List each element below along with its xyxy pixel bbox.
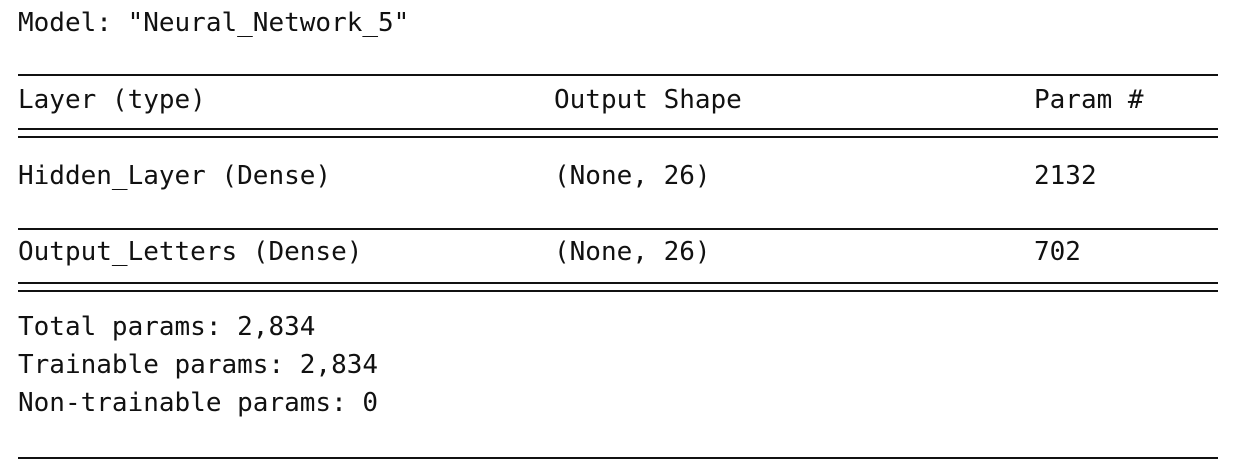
row-1-layer: Hidden_Layer (Dense) — [18, 161, 332, 191]
row-2-param-count: 702 — [1034, 237, 1081, 267]
model-summary: Model: "Neural_Network_5" Layer (type) O… — [18, 0, 1218, 476]
non-trainable-params: Non-trainable params: 0 — [18, 388, 379, 418]
row-2-output-shape: (None, 26) — [554, 237, 711, 267]
header-param-count: Param # — [1034, 85, 1144, 115]
row-2-layer: Output_Letters (Dense) — [18, 237, 363, 267]
header-layer-type: Layer (type) — [18, 85, 206, 115]
row-1-param-count: 2132 — [1034, 161, 1097, 191]
trainable-params: Trainable params: 2,834 — [18, 350, 379, 380]
row-separator — [18, 228, 1218, 230]
top-rule — [18, 74, 1218, 76]
model-title: Model: "Neural_Network_5" — [18, 8, 410, 38]
header-output-shape: Output Shape — [554, 85, 742, 115]
header-separator — [18, 128, 1218, 138]
row-1-output-shape: (None, 26) — [554, 161, 711, 191]
bottom-rule — [18, 457, 1218, 459]
total-params: Total params: 2,834 — [18, 312, 316, 342]
footer-separator — [18, 282, 1218, 292]
